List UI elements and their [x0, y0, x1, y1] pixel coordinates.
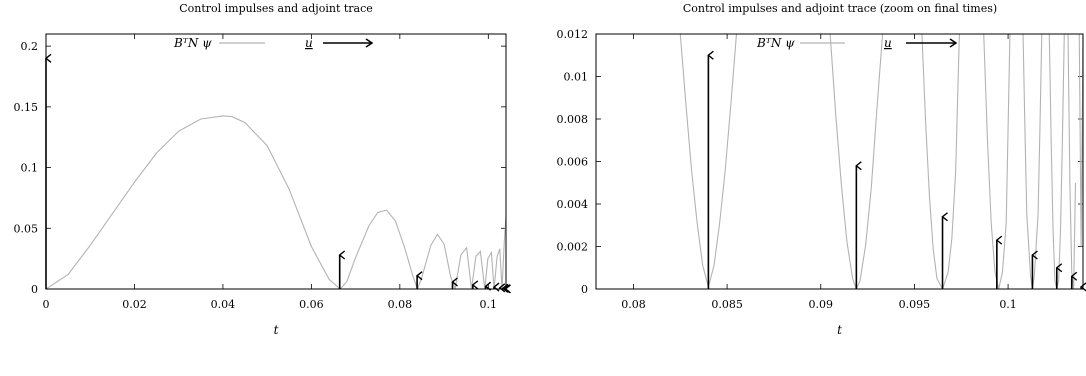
adjoint-trace-line [679, 34, 1083, 289]
y-tick-label: 0.1 [21, 162, 39, 175]
x-tick-label: 0.02 [122, 298, 147, 311]
plot-frame [45, 33, 507, 290]
x-tick-label: 0.1 [999, 298, 1017, 311]
x-tick-label: 0.1 [480, 298, 498, 311]
y-tick-label: 0 [581, 283, 588, 296]
legend-control-arrow-head [949, 38, 958, 48]
legend-trace-label: BᵀN ψ [173, 36, 212, 50]
chart-title: Control impulses and adjoint trace (zoom… [683, 2, 997, 15]
x-tick-label: 0.085 [711, 298, 743, 311]
x-tick-label: 0.08 [388, 298, 413, 311]
legend-control-arrow-head [365, 38, 374, 48]
adjoint-trace-line [46, 115, 506, 289]
y-tick-label: 0 [31, 283, 38, 296]
x-tick-label: 0.09 [809, 298, 834, 311]
legend: BᵀN ψ u [173, 36, 374, 50]
x-axis-label: t [837, 323, 842, 337]
y-tick-label: 0.004 [557, 198, 589, 211]
y-tick-label: 0.05 [14, 222, 39, 235]
y-tick-label: 0.012 [557, 28, 589, 41]
y-tick-label: 0.006 [557, 156, 589, 169]
y-tick-label: 0.01 [564, 71, 589, 84]
plot-frame [595, 33, 1084, 290]
y-tick-label: 0.008 [557, 113, 589, 126]
x-tick-label: 0.04 [211, 298, 236, 311]
x-axis-label: t [274, 323, 279, 337]
legend: BᵀN ψ u [756, 36, 958, 50]
x-tick-label: 0.095 [899, 298, 931, 311]
x-tick-label: 0.06 [299, 298, 324, 311]
y-tick-label: 0.002 [557, 241, 589, 254]
legend-trace-label: BᵀN ψ [756, 36, 795, 50]
y-tick-label: 0.15 [14, 101, 39, 114]
legend-control-label: u [884, 36, 892, 50]
chart-title: Control impulses and adjoint trace [179, 2, 373, 15]
legend-control-label: u [305, 36, 313, 50]
x-tick-label: 0 [43, 298, 50, 311]
x-tick-label: 0.08 [621, 298, 646, 311]
y-tick-label: 0.2 [21, 40, 39, 53]
chart-panel-1: Control impulses and adjoint trace 0 0.02 0… [14, 2, 507, 337]
chart-panel-2: Control impulses and adjoint trace (zoom… [557, 2, 1084, 337]
